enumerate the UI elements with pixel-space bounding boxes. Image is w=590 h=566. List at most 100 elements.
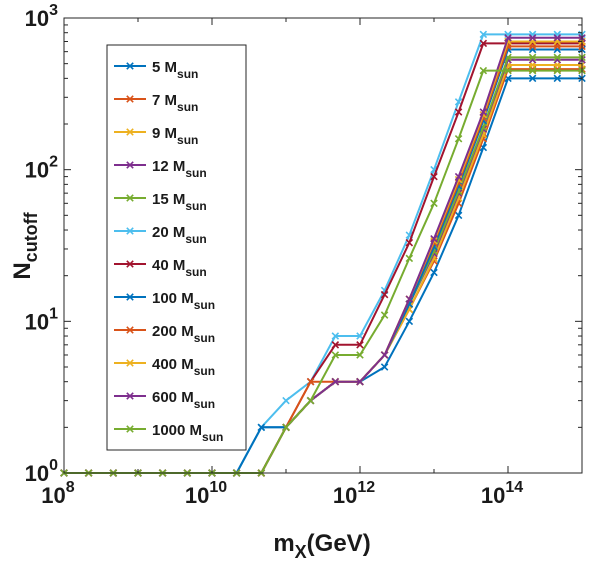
legend-marker xyxy=(126,359,134,367)
tick-layer xyxy=(63,18,583,474)
legend-label: 100 Msun xyxy=(152,290,215,312)
y-tick-label-base: 10 xyxy=(25,309,49,334)
legend-label-sub: sun xyxy=(185,199,206,213)
legend-marker xyxy=(126,194,134,202)
data-point xyxy=(479,39,488,48)
y-tick-label: 100 xyxy=(25,457,58,486)
data-point xyxy=(331,332,340,340)
legend-marker xyxy=(126,326,134,334)
data-point xyxy=(553,74,562,83)
legend-label-sub: sun xyxy=(185,166,206,180)
x-axis-label-sub: X xyxy=(295,542,307,562)
legend-box xyxy=(106,44,247,451)
data-point xyxy=(380,290,389,299)
legend-label-main: 200 M xyxy=(152,323,194,340)
legend-label: 20 Msun xyxy=(152,224,207,246)
x-axis-label: mX(GeV) xyxy=(273,530,370,562)
legend-item: 9 Msun xyxy=(114,125,198,147)
legend-marker xyxy=(126,128,134,136)
x-tick-label: 1012 xyxy=(333,479,375,508)
data-point xyxy=(306,377,315,386)
legend-label-main: 600 M xyxy=(152,389,194,406)
data-point xyxy=(454,211,463,220)
y-tick-label: 103 xyxy=(25,2,58,31)
data-point xyxy=(331,377,340,386)
legend-item: 20 Msun xyxy=(114,224,207,246)
legend-label: 12 Msun xyxy=(152,158,207,180)
data-point xyxy=(430,172,438,181)
data-point xyxy=(356,332,364,340)
legend-label-sub: sun xyxy=(202,430,223,444)
legend-item: 12 Msun xyxy=(114,158,207,180)
legend-marker xyxy=(126,293,134,301)
legend-marker xyxy=(126,227,134,235)
data-point xyxy=(553,53,562,62)
x-tick-label-base: 10 xyxy=(185,483,209,508)
legend-item: 600 Msun xyxy=(114,389,215,411)
data-point xyxy=(528,66,537,75)
data-point xyxy=(356,377,364,386)
x-tick-label-base: 10 xyxy=(481,483,505,508)
data-point xyxy=(528,74,537,83)
y-tick-label-exp: 2 xyxy=(49,154,58,171)
legend-item: 5 Msun xyxy=(114,59,198,81)
legend-label-main: 12 M xyxy=(152,158,185,175)
legend-label-main: 15 M xyxy=(152,191,185,208)
legend-item: 40 Msun xyxy=(114,257,207,279)
legend-label-main: 5 M xyxy=(152,59,177,76)
legend-label: 15 Msun xyxy=(152,191,207,213)
x-axis-label-tail: (GeV) xyxy=(307,530,371,557)
legend-label: 200 Msun xyxy=(152,323,215,345)
data-point xyxy=(479,66,488,75)
data-point xyxy=(331,341,340,349)
legend-label: 7 Msun xyxy=(152,92,198,114)
data-point xyxy=(504,66,512,75)
data-point xyxy=(430,199,438,208)
data-point xyxy=(430,235,438,243)
x-tick-label-exp: 10 xyxy=(209,479,227,496)
y-tick-label: 102 xyxy=(25,154,58,183)
legend-label-sub: sun xyxy=(177,133,198,147)
data-point xyxy=(504,34,512,42)
y-tick-label-exp: 1 xyxy=(49,305,58,322)
data-point xyxy=(528,34,537,42)
legend-item: 200 Msun xyxy=(114,323,215,345)
legend-label-main: 100 M xyxy=(152,290,194,307)
legend-marker xyxy=(126,425,134,433)
legend-item: 400 Msun xyxy=(114,356,215,378)
legend-label: 40 Msun xyxy=(152,257,207,279)
legend-label: 400 Msun xyxy=(152,356,215,378)
x-tick-label-exp: 12 xyxy=(357,479,375,496)
legend-item: 15 Msun xyxy=(114,191,207,213)
legend-label-sub: sun xyxy=(177,100,198,114)
data-point xyxy=(257,423,266,432)
data-point xyxy=(528,53,537,62)
data-point xyxy=(405,238,414,247)
data-point xyxy=(405,295,414,303)
y-axis-label: Ncutoff xyxy=(9,211,41,279)
legend-item: 7 Msun xyxy=(114,92,198,114)
data-point xyxy=(380,351,389,359)
legend-label-sub: sun xyxy=(194,364,215,378)
y-tick-label: 101 xyxy=(25,305,58,334)
plot-frame xyxy=(63,17,583,474)
legend-label: 9 Msun xyxy=(152,125,198,147)
data-point xyxy=(430,268,438,277)
y-axis-label-sub: cutoff xyxy=(21,211,41,262)
y-tick-label-base: 10 xyxy=(25,461,49,486)
data-point xyxy=(479,108,488,116)
legend-label-main: 20 M xyxy=(152,224,185,241)
y-tick-label-base: 10 xyxy=(25,6,49,31)
data-point xyxy=(282,396,290,405)
legend-marker xyxy=(126,161,134,169)
y-tick-label-exp: 3 xyxy=(49,2,58,19)
data-point xyxy=(282,423,290,432)
data-point xyxy=(454,134,463,143)
x-axis-label-main: m xyxy=(273,530,294,557)
x-tick-label-exp: 14 xyxy=(505,479,523,496)
data-point xyxy=(380,311,389,319)
x-tick-label: 108 xyxy=(41,479,74,508)
data-point xyxy=(405,317,414,326)
x-tick-label: 1010 xyxy=(185,479,227,508)
